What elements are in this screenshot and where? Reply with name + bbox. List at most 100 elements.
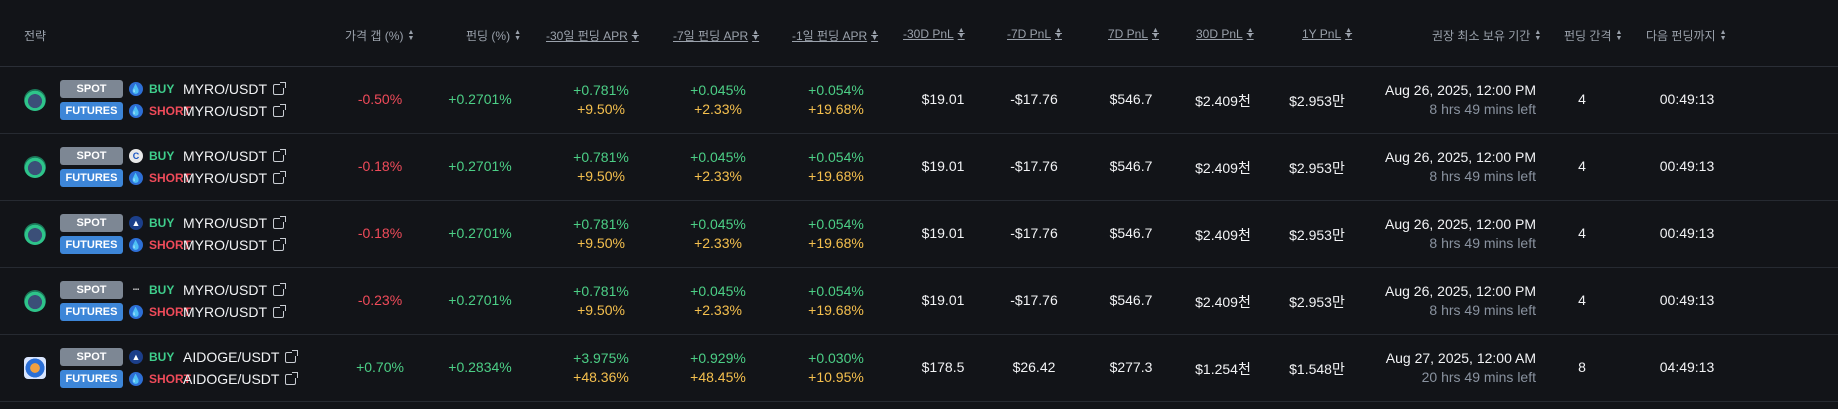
apr-1d-top: +0.054% xyxy=(808,283,864,299)
pnl-7d-value: $277.3 xyxy=(1109,359,1153,375)
header-apr-1d-label: -1일 펀딩 APR xyxy=(792,29,868,43)
header-apr-7d[interactable]: -7일 펀딩 APR ▲ ▼ xyxy=(673,27,760,44)
external-link-icon[interactable] xyxy=(273,282,286,296)
header-hold[interactable]: 권장 최소 보유 기간 ▲ ▼ xyxy=(1432,27,1542,44)
futures-pair-link[interactable]: MYRO/USDT xyxy=(183,170,267,186)
myro-coin-icon xyxy=(24,89,46,111)
sort-icon: ▲ ▼ xyxy=(631,28,639,42)
futures-pair-link[interactable]: MYRO/USDT xyxy=(183,237,267,253)
apr-30d-top: +0.781% xyxy=(573,149,629,165)
header-pnl-1y[interactable]: 1Y PnL ▲ ▼ xyxy=(1302,27,1353,41)
next-funding-value: 00:49:13 xyxy=(1659,91,1715,107)
header-apr-1d[interactable]: -1일 펀딩 APR ▲ ▼ xyxy=(792,27,879,44)
header-funding[interactable]: 펀딩 (%) ▲ ▼ xyxy=(466,27,522,44)
external-link-icon[interactable] xyxy=(273,237,286,251)
sort-icon: ▲ ▼ xyxy=(1246,27,1254,40)
sort-icon: ▲ ▼ xyxy=(1534,28,1542,42)
header-apr-30d[interactable]: -30일 펀딩 APR ▲ ▼ xyxy=(546,27,640,44)
pnl-30d-value: $2.409천 xyxy=(1195,93,1251,109)
sort-icon: ▲ ▼ xyxy=(1719,28,1727,42)
drop-exchange-icon: 💧 xyxy=(129,104,143,118)
external-link-icon[interactable] xyxy=(273,304,286,318)
table-row[interactable]: SPOT ▲ BUY MYRO/USDT FUTURES 💧 SHORT MYR… xyxy=(0,201,1838,268)
spot-leg: SPOT C BUY MYRO/USDT xyxy=(60,146,286,166)
table-header: 전략 가격 갭 (%) ▲ ▼ 펀딩 (%) ▲ ▼ -30일 펀딩 APR ▲ ▼ -7일… xyxy=(0,0,1838,67)
header-hold-label: 권장 최소 보유 기간 xyxy=(1432,29,1531,43)
interval-value: 4 xyxy=(1578,158,1586,174)
external-link-icon[interactable] xyxy=(273,170,286,184)
text-exchange-icon: ▪▪▪ xyxy=(132,287,140,293)
drop-exchange-icon: 💧 xyxy=(129,171,143,185)
side-short-label: SHORT xyxy=(149,104,191,118)
spot-badge: SPOT xyxy=(60,147,123,165)
header-pnl-m7d[interactable]: -7D PnL ▲ ▼ xyxy=(1007,27,1063,41)
spot-pair-link[interactable]: MYRO/USDT xyxy=(183,81,267,97)
sort-icon: ▲ ▼ xyxy=(1152,27,1159,40)
futures-pair-link[interactable]: AIDOGE/USDT xyxy=(183,371,280,387)
drop-exchange-icon: 💧 xyxy=(129,372,143,386)
spot-pair-link[interactable]: AIDOGE/USDT xyxy=(183,349,280,365)
apr-30d-top: +0.781% xyxy=(573,283,629,299)
futures-badge: FUTURES xyxy=(60,370,123,388)
header-price-gap[interactable]: 가격 갭 (%) ▲ ▼ xyxy=(345,27,415,44)
apr-30d-cell: +0.781% +9.50% xyxy=(565,215,637,253)
pnl-30d-value: $2.409천 xyxy=(1195,227,1251,243)
apr-30d-cell: +0.781% +9.50% xyxy=(565,282,637,320)
price-gap-value: -0.18% xyxy=(357,225,403,241)
apr-1d-cell: +0.054% +19.68% xyxy=(801,81,871,119)
table-row[interactable]: SPOT ▪▪▪ BUY MYRO/USDT FUTURES 💧 SHORT M… xyxy=(0,268,1838,335)
price-gap-value: +0.70% xyxy=(356,359,404,375)
header-pnl-m30d[interactable]: -30D PnL ▲ ▼ xyxy=(903,27,966,41)
hold-date: Aug 26, 2025, 12:00 PM xyxy=(1385,216,1536,232)
spot-pair-link[interactable]: MYRO/USDT xyxy=(183,282,267,298)
apr-7d-bottom: +2.33% xyxy=(694,235,742,251)
header-pnl-7d[interactable]: 7D PnL ▲ ▼ xyxy=(1108,27,1160,41)
futures-pair-link[interactable]: MYRO/USDT xyxy=(183,103,267,119)
spot-leg: SPOT ▪▪▪ BUY MYRO/USDT xyxy=(60,280,286,300)
header-pnl-m7d-label: -7D PnL xyxy=(1007,27,1052,41)
apr-1d-cell: +0.030% +10.95% xyxy=(801,349,871,387)
table-row[interactable]: SPOT 💧 BUY MYRO/USDT FUTURES 💧 SHORT MYR… xyxy=(0,67,1838,134)
apr-1d-top: +0.030% xyxy=(808,350,864,366)
interval-value: 4 xyxy=(1578,91,1586,107)
apr-30d-bottom: +9.50% xyxy=(577,101,625,117)
pnl-m30d-value: $19.01 xyxy=(921,158,965,174)
external-link-icon[interactable] xyxy=(285,349,299,363)
pnl-m7d-value: -$17.76 xyxy=(1010,292,1058,308)
header-pnl-30d[interactable]: 30D PnL ▲ ▼ xyxy=(1196,27,1255,41)
mountain-exchange-icon: ▲ xyxy=(129,350,143,364)
futures-badge: FUTURES xyxy=(60,303,123,321)
futures-pair-link[interactable]: MYRO/USDT xyxy=(183,304,267,320)
side-short-label: SHORT xyxy=(149,372,191,386)
header-strategy: 전략 xyxy=(24,27,46,44)
hold-cell: Aug 26, 2025, 12:00 PM 8 hrs 49 mins lef… xyxy=(1364,282,1536,320)
spot-pair-link[interactable]: MYRO/USDT xyxy=(183,215,267,231)
futures-leg: FUTURES 💧 SHORT AIDOGE/USDT xyxy=(60,369,299,389)
hold-date: Aug 26, 2025, 12:00 PM xyxy=(1385,283,1536,299)
apr-7d-cell: +0.045% +2.33% xyxy=(683,148,753,186)
apr-30d-top: +3.975% xyxy=(573,350,629,366)
pnl-1y-value: $2.953만 xyxy=(1289,160,1345,176)
pnl-m30d-value: $19.01 xyxy=(921,225,965,241)
external-link-icon[interactable] xyxy=(273,215,286,229)
drop-exchange-icon: 💧 xyxy=(129,305,143,319)
pnl-m30d-value: $19.01 xyxy=(921,91,965,107)
table-row[interactable]: SPOT ▲ BUY AIDOGE/USDT FUTURES 💧 SHORT A… xyxy=(0,335,1838,402)
side-buy-label: BUY xyxy=(149,149,175,163)
hold-time-left: 20 hrs 49 mins left xyxy=(1421,369,1536,385)
external-link-icon[interactable] xyxy=(273,81,286,95)
funding-value: +0.2701% xyxy=(448,225,512,241)
header-next[interactable]: 다음 펀딩까지 ▲ ▼ xyxy=(1646,27,1728,44)
external-link-icon[interactable] xyxy=(285,371,299,385)
side-short-label: SHORT xyxy=(149,171,191,185)
apr-1d-top: +0.054% xyxy=(808,216,864,232)
futures-badge: FUTURES xyxy=(60,169,123,187)
spot-pair-link[interactable]: MYRO/USDT xyxy=(183,148,267,164)
hold-time-left: 8 hrs 49 mins left xyxy=(1429,235,1536,251)
header-interval[interactable]: 펀딩 간격 ▲ ▼ xyxy=(1564,27,1624,44)
pnl-7d-value: $546.7 xyxy=(1109,91,1153,107)
external-link-icon[interactable] xyxy=(273,148,286,162)
table-row[interactable]: SPOT C BUY MYRO/USDT FUTURES 💧 SHORT MYR… xyxy=(0,134,1838,201)
external-link-icon[interactable] xyxy=(273,103,286,117)
apr-1d-cell: +0.054% +19.68% xyxy=(801,215,871,253)
